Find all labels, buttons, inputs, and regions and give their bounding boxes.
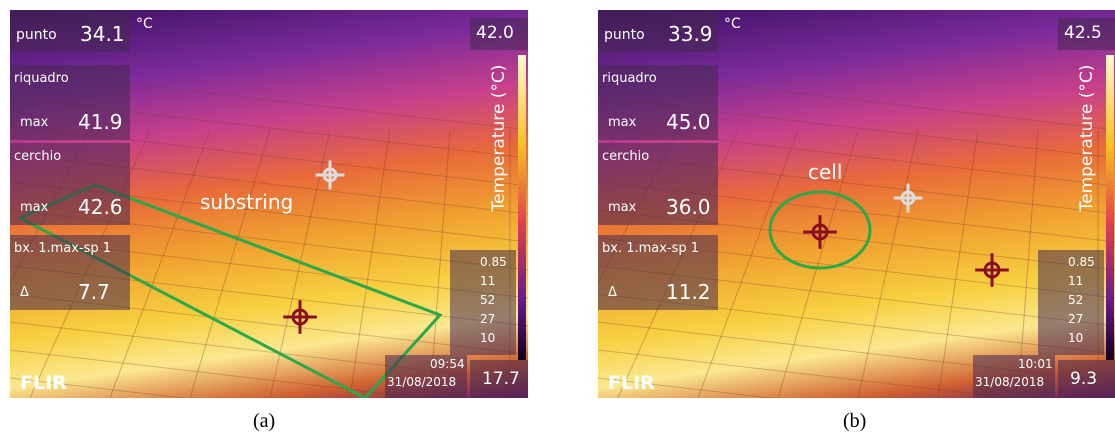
date: 31/08/2018 (387, 375, 457, 389)
brand: FLIR (20, 372, 67, 394)
param: 10 (480, 331, 496, 345)
brand: FLIR (608, 372, 655, 394)
box-sub: max (608, 115, 637, 130)
thermal-image: punto 34.1 °C riquadro max 41.9 cerchio max 42.6… (10, 10, 528, 398)
box-value: 42.6 (78, 195, 123, 219)
param: 10 (1068, 331, 1084, 345)
box-label: cerchio (14, 149, 62, 164)
time: 10:01 (1018, 357, 1053, 371)
panel-grid (349, 129, 391, 398)
unit: °C (136, 16, 153, 32)
panel-grid (937, 129, 979, 398)
box (1058, 360, 1115, 398)
param: 27 (1068, 312, 1084, 326)
time: 09:54 (430, 357, 465, 371)
box-sub: max (20, 115, 49, 130)
color-scale (518, 55, 526, 360)
param: 11 (1068, 274, 1084, 288)
spot-label: punto (604, 27, 645, 43)
box (385, 355, 467, 398)
param: 52 (480, 293, 496, 307)
caption: (b) (843, 410, 867, 432)
box (470, 18, 528, 50)
box-label: riquadro (14, 71, 69, 86)
box (470, 360, 528, 398)
box-label: riquadro (602, 71, 657, 86)
annotation-shape (768, 190, 872, 270)
param: 27 (480, 312, 496, 326)
panel-grid (777, 129, 859, 398)
panel-grid (10, 377, 188, 398)
unit: °C (724, 16, 741, 32)
panel-grid (10, 349, 429, 398)
panel-grid (697, 129, 799, 398)
panel-grid (429, 129, 451, 398)
param: 52 (1068, 293, 1084, 307)
box (10, 235, 130, 310)
color-scale (1106, 55, 1114, 360)
box-value: 41.9 (78, 110, 123, 134)
panel-grid (189, 129, 271, 398)
panel-grid (857, 129, 919, 398)
panel-grid (109, 129, 211, 398)
box-sub: max (608, 200, 637, 215)
panel-grid (598, 377, 776, 398)
box (10, 143, 130, 225)
annotation: substring (200, 190, 294, 214)
box-value: 7.7 (78, 280, 110, 304)
param: 0.85 (1068, 255, 1095, 269)
box (598, 10, 718, 52)
box-value: 45.0 (666, 110, 711, 134)
box-sub: Δ (608, 285, 617, 300)
thermal-image: punto 33.9 °C riquadro max 45.0 cerchio max 36.0… (598, 10, 1115, 398)
panel-grid (1017, 129, 1039, 398)
box (598, 235, 718, 310)
box-sub: Δ (20, 285, 29, 300)
date: 31/08/2018 (975, 375, 1045, 389)
box-sub: max (20, 200, 49, 215)
annotation: cell (808, 160, 843, 184)
box (10, 10, 130, 52)
box-label: bx. 1.max-sp 1 (14, 241, 112, 256)
box (450, 250, 516, 355)
spot-value: 33.9 (668, 22, 713, 46)
param: 11 (480, 274, 496, 288)
box (1038, 250, 1104, 355)
scale-max: 42.0 (476, 23, 514, 43)
scale-min: 9.3 (1070, 369, 1098, 389)
spot-label: punto (16, 27, 57, 43)
scale-title: Temperature (°C) (489, 64, 509, 212)
box-value: 36.0 (666, 195, 711, 219)
scale-title: Temperature (°C) (1077, 64, 1097, 212)
box-label: bx. 1.max-sp 1 (602, 241, 700, 256)
box (973, 355, 1055, 398)
scale-max: 42.5 (1064, 23, 1102, 43)
box (1058, 18, 1115, 50)
box (10, 65, 130, 140)
scale-min: 17.7 (482, 369, 520, 389)
panel-grid (598, 349, 1017, 398)
box (598, 143, 718, 225)
param: 0.85 (480, 255, 507, 269)
caption: (a) (253, 410, 276, 432)
box-label: cerchio (602, 149, 650, 164)
box (598, 65, 718, 140)
spot-value: 34.1 (80, 22, 125, 46)
box-value: 11.2 (666, 280, 711, 304)
